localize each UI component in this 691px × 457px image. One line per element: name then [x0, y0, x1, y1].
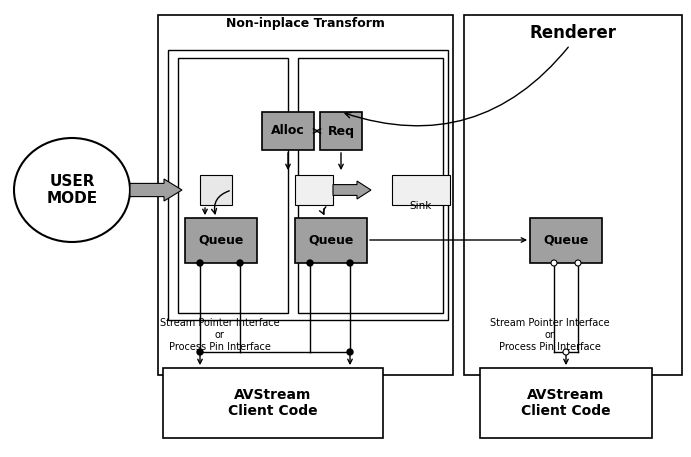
- Circle shape: [575, 260, 581, 266]
- Bar: [464, 15, 682, 375]
- Bar: [392, 175, 450, 205]
- Ellipse shape: [14, 138, 130, 242]
- Bar: [262, 112, 314, 150]
- Circle shape: [307, 260, 313, 266]
- Circle shape: [347, 349, 353, 355]
- Text: AVStream
Client Code: AVStream Client Code: [228, 388, 318, 418]
- Bar: [200, 175, 232, 205]
- Bar: [158, 15, 453, 375]
- Bar: [530, 218, 602, 263]
- Circle shape: [563, 349, 569, 355]
- Circle shape: [237, 260, 243, 266]
- Bar: [295, 175, 333, 205]
- Text: USER
MODE: USER MODE: [46, 174, 97, 206]
- Bar: [298, 58, 443, 313]
- Bar: [185, 218, 257, 263]
- Circle shape: [347, 260, 353, 266]
- Circle shape: [551, 260, 557, 266]
- Text: Stream Pointer Interface
or
Process Pin Interface: Stream Pointer Interface or Process Pin …: [490, 319, 609, 351]
- Text: Alloc: Alloc: [271, 124, 305, 138]
- Bar: [320, 112, 362, 150]
- Bar: [168, 50, 448, 320]
- Circle shape: [197, 349, 203, 355]
- Bar: [480, 368, 652, 438]
- Text: AVStream
Client Code: AVStream Client Code: [521, 388, 611, 418]
- Bar: [163, 368, 383, 438]
- FancyArrow shape: [130, 179, 182, 201]
- Text: Non-inplace Transform: Non-inplace Transform: [225, 17, 384, 31]
- Text: Stream Pointer Interface
or
Process Pin Interface: Stream Pointer Interface or Process Pin …: [160, 319, 280, 351]
- Bar: [295, 218, 367, 263]
- Bar: [178, 58, 288, 313]
- FancyArrow shape: [333, 181, 371, 199]
- Circle shape: [197, 260, 203, 266]
- Text: Renderer: Renderer: [529, 24, 616, 42]
- Text: Req: Req: [328, 124, 354, 138]
- Text: Queue: Queue: [308, 234, 354, 246]
- Text: Queue: Queue: [543, 234, 589, 246]
- Text: Queue: Queue: [198, 234, 244, 246]
- Text: Sink: Sink: [410, 201, 432, 211]
